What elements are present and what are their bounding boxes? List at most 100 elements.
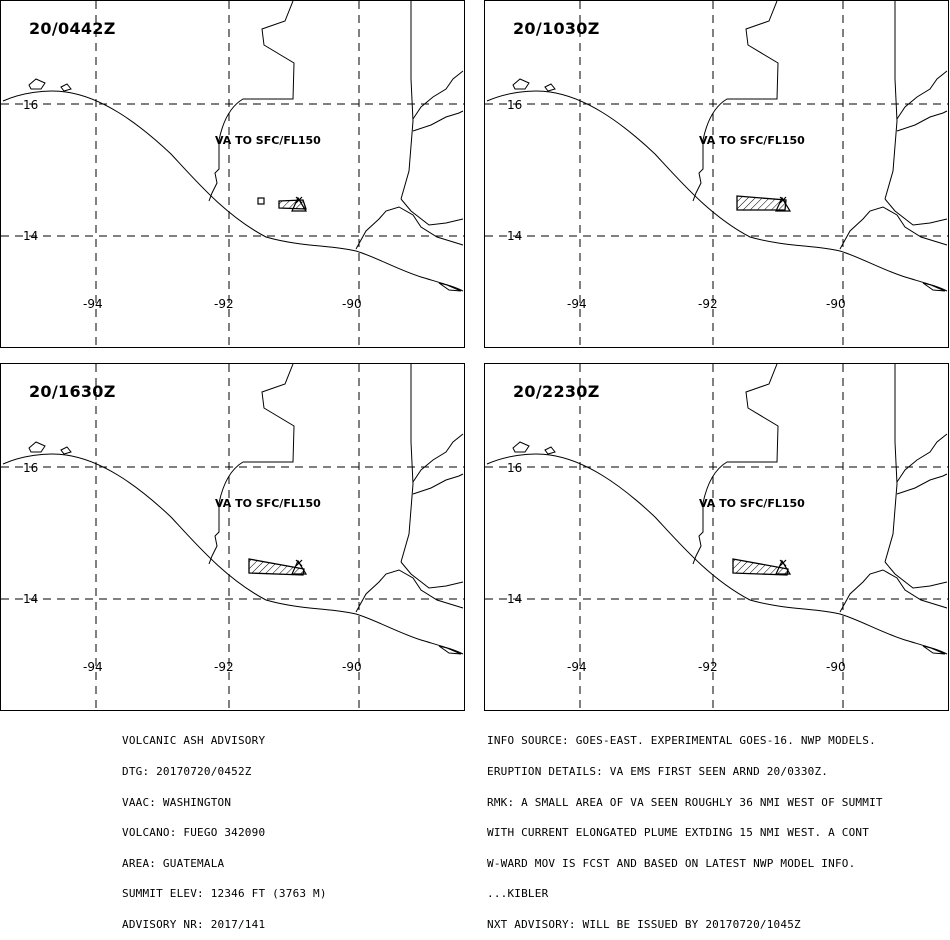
- coast-belize: [896, 433, 948, 483]
- map-panel-1: VA TO SFC/FL150 16 14 -94 -92 -90 20/044…: [0, 0, 465, 348]
- lat-label-16: 16: [23, 98, 38, 112]
- advisory-right-block: INFO SOURCE: GOES-EAST. EXPERIMENTAL GOE…: [487, 716, 883, 940]
- island-icon: [60, 83, 72, 92]
- advisory-line: VOLCANO: FUEGO 342090: [122, 826, 266, 840]
- lon-label-90: -90: [342, 297, 362, 311]
- panel-time-title: 20/2230Z: [513, 382, 600, 401]
- ash-plume-polygon: [736, 195, 792, 212]
- va-label: VA TO SFC/FL150: [215, 134, 321, 147]
- lat-label-14: 14: [507, 229, 522, 243]
- ash-area: [248, 558, 305, 576]
- ash-plume-polygon: [732, 558, 792, 576]
- ash-area: [736, 195, 787, 211]
- island-icon: [512, 78, 530, 90]
- border-mexico-north: [702, 1, 779, 141]
- island-icon: [922, 645, 946, 655]
- summit-marker-icon: [295, 559, 303, 567]
- va-label: VA TO SFC/FL150: [699, 497, 805, 510]
- ash-area-small: [257, 197, 265, 205]
- va-label: VA TO SFC/FL150: [699, 134, 805, 147]
- coast-honduras: [896, 110, 948, 132]
- ash-area: [732, 558, 789, 576]
- coast-honduras: [412, 473, 464, 495]
- coast-belize: [412, 70, 464, 120]
- volcano-icon: [775, 559, 792, 575]
- panel-time-title: 20/1630Z: [29, 382, 116, 401]
- lon-label-92: -92: [698, 297, 718, 311]
- island-icon: [438, 282, 462, 292]
- volcano-icon: [291, 559, 308, 575]
- advisory-line: SUMMIT ELEV: 12346 FT (3763 M): [122, 887, 327, 901]
- border-mexico-west: [208, 140, 220, 202]
- ash-plume-polygon: [257, 196, 308, 212]
- panel-time-title: 20/0442Z: [29, 19, 116, 38]
- border-mexico-north: [218, 1, 295, 141]
- border-mexico-north: [702, 364, 779, 504]
- lat-label-14: 14: [23, 592, 38, 606]
- advisory-line: AREA: GUATEMALA: [122, 856, 225, 870]
- lon-label-94: -94: [83, 660, 103, 674]
- va-label: VA TO SFC/FL150: [215, 497, 321, 510]
- border-mexico-west: [692, 503, 704, 565]
- island-icon: [512, 441, 530, 453]
- island-icon: [28, 78, 46, 90]
- advisory-line: ADVISORY NR: 2017/141: [122, 917, 266, 931]
- coastline: [2, 90, 464, 292]
- lon-label-94: -94: [567, 660, 587, 674]
- summit-marker-icon: [779, 559, 787, 567]
- lon-label-92: -92: [698, 660, 718, 674]
- advisory-left-block: VOLCANIC ASH ADVISORY DTG: 20170720/0452…: [122, 716, 327, 940]
- advisory-line: ERUPTION DETAILS: VA EMS FIRST SEEN ARND…: [487, 765, 829, 778]
- map-panel-2: VA TO SFC/FL150 16 14 -94 -92 -90 20/103…: [484, 0, 949, 348]
- advisory-line: NXT ADVISORY: WILL BE ISSUED BY 20170720…: [487, 917, 801, 931]
- lon-label-90: -90: [342, 660, 362, 674]
- advisory-line: ...KIBLER: [487, 887, 549, 901]
- volcano-icon: [775, 196, 792, 212]
- lon-label-90: -90: [826, 660, 846, 674]
- map-svg: VA TO SFC/FL150 16 14 -94 -92 -90: [1, 1, 464, 347]
- island-icon: [60, 446, 72, 455]
- advisory-line: VOLCANIC ASH ADVISORY: [122, 734, 266, 748]
- border-honduras: [400, 561, 464, 589]
- border-el-salvador: [839, 569, 948, 613]
- border-belize: [884, 364, 898, 563]
- lon-label-92: -92: [214, 660, 234, 674]
- lon-label-94: -94: [83, 297, 103, 311]
- border-el-salvador: [355, 569, 464, 613]
- ash-area: [278, 199, 307, 210]
- volcano-icon: [291, 196, 308, 212]
- lon-label-92: -92: [214, 297, 234, 311]
- lon-label-90: -90: [826, 297, 846, 311]
- island-icon: [544, 83, 556, 92]
- advisory-line: VAAC: WASHINGTON: [122, 795, 232, 809]
- coast-honduras: [896, 473, 948, 495]
- advisory-line: DTG: 20170720/0452Z: [122, 765, 252, 778]
- island-icon: [28, 441, 46, 453]
- advisory-line: W-WARD MOV IS FCST AND BASED ON LATEST N…: [487, 856, 856, 870]
- lat-label-14: 14: [23, 229, 38, 243]
- coastline: [2, 453, 464, 655]
- island-icon: [544, 446, 556, 455]
- ash-plume-polygon: [248, 558, 308, 576]
- border-honduras: [884, 561, 948, 589]
- advisory-line: WITH CURRENT ELONGATED PLUME EXTDING 15 …: [487, 826, 870, 840]
- lat-label-16: 16: [507, 461, 522, 475]
- border-mexico-west: [208, 503, 220, 565]
- map-panel-4: VA TO SFC/FL150 16 14 -94 -92 -90 20/223…: [484, 363, 949, 711]
- lat-label-16: 16: [23, 461, 38, 475]
- coast-belize: [412, 433, 464, 483]
- border-honduras: [400, 198, 464, 226]
- coastline: [486, 90, 948, 292]
- summit-marker-icon: [779, 196, 787, 204]
- border-belize: [400, 364, 414, 563]
- island-icon: [438, 645, 462, 655]
- border-el-salvador: [355, 206, 464, 250]
- lat-label-16: 16: [507, 98, 522, 112]
- lon-label-94: -94: [567, 297, 587, 311]
- border-mexico-west: [692, 140, 704, 202]
- map-svg: VA TO SFC/FL150 16 14 -94 -92 -90: [485, 1, 948, 347]
- border-mexico-north: [218, 364, 295, 504]
- map-panel-3: VA TO SFC/FL150 16 14 -94 -92 -90 20/163…: [0, 363, 465, 711]
- coast-belize: [896, 70, 948, 120]
- advisory-line: INFO SOURCE: GOES-EAST. EXPERIMENTAL GOE…: [487, 734, 876, 748]
